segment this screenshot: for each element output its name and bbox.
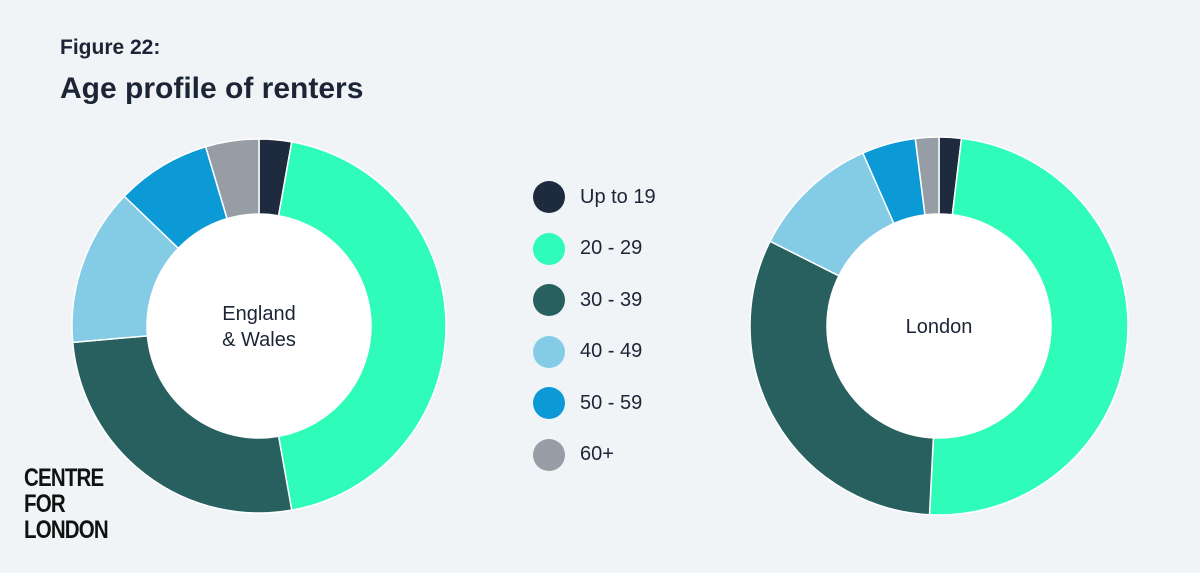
donut-england-wales: England & Wales [71, 138, 447, 514]
logo-line: FOR [24, 490, 66, 518]
legend-item: 20 - 29 [533, 232, 656, 266]
logo-line: CENTRE [24, 464, 104, 492]
donut-hole [827, 214, 1051, 438]
legend-item: 30 - 39 [533, 283, 656, 317]
legend-label: Up to 19 [580, 185, 656, 208]
legend-item: Up to 19 [533, 180, 656, 214]
legend-label: 60+ [580, 443, 614, 465]
donut-center-label: England [222, 303, 295, 325]
legend-item: 60+ [533, 438, 656, 472]
legend-item: 50 - 59 [533, 386, 656, 420]
legend-label: 20 - 29 [580, 237, 643, 259]
legend: Up to 19 20 - 29 30 - 39 40 - 49 50 - 59 60+ [533, 180, 656, 489]
centre-for-london-logo: CENTRE FOR LONDON [24, 464, 109, 544]
legend-swatch [533, 232, 565, 265]
legend-swatch [533, 335, 565, 368]
legend-label: 40 - 49 [580, 340, 643, 362]
legend-swatch [533, 387, 565, 419]
logo-line: LONDON [24, 516, 109, 544]
donut-center-label: London [906, 316, 973, 338]
donut-hole [147, 214, 371, 438]
legend-item: 40 - 49 [533, 335, 656, 369]
donut-center-label: & Wales [222, 329, 296, 351]
legend-swatch [533, 284, 565, 316]
legend-swatch [533, 181, 565, 213]
figure-label: Figure 22: [60, 36, 161, 59]
donut-london: London [749, 136, 1129, 516]
legend-label: 30 - 39 [580, 288, 643, 311]
legend-swatch [533, 438, 565, 471]
legend-label: 50 - 59 [580, 391, 643, 414]
chart-title: Age profile of renters [60, 72, 364, 105]
